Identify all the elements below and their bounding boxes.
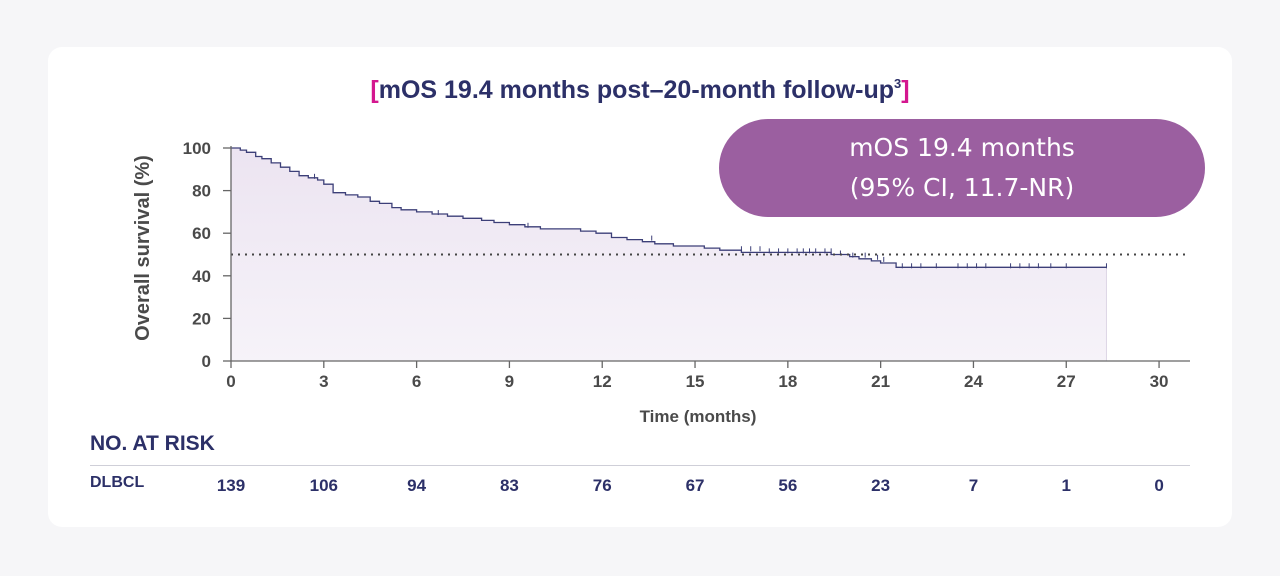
at-risk-value: 56 (778, 476, 798, 495)
at-risk-value: 67 (685, 476, 705, 495)
at-risk-value: 0 (1154, 476, 1164, 495)
y-tick-label: 100 (183, 139, 211, 158)
at-risk-value: 23 (871, 476, 891, 495)
x-tick-label: 15 (686, 372, 705, 391)
at-risk-value: 106 (309, 476, 338, 495)
y-tick-label: 80 (192, 182, 211, 201)
at-risk-value: 83 (499, 476, 519, 495)
badge-line-2: (95% CI, 11.7-NR) (849, 173, 1075, 202)
at-risk-divider (90, 465, 1190, 466)
x-tick-label: 18 (778, 372, 797, 391)
x-tick-label: 9 (505, 372, 514, 391)
y-tick-label: 0 (202, 352, 211, 371)
x-tick-label: 12 (593, 372, 612, 391)
at-risk-value: 7 (968, 476, 979, 495)
survival-area-fill (231, 148, 1107, 361)
title-open-bracket: [ (370, 76, 379, 104)
x-tick-label: 6 (412, 372, 421, 391)
at-risk-value: 139 (216, 476, 246, 495)
at-risk-heading: NO. AT RISK (90, 432, 215, 455)
at-risk-value: 94 (407, 476, 427, 495)
median-os-badge: mOS 19.4 months (95% CI, 11.7-NR) (719, 119, 1205, 217)
title-close-bracket: ] (901, 76, 910, 104)
y-axis-label: Overall survival (%) (132, 155, 154, 341)
x-tick-label: 30 (1150, 372, 1169, 391)
x-tick-label: 24 (964, 372, 983, 391)
title-footnote: 3 (894, 76, 902, 91)
title-text: mOS 19.4 months post–20-month follow-up (378, 76, 895, 104)
x-axis-label: Time (months) (640, 407, 757, 426)
at-risk-row-label: DLBCL (90, 474, 145, 491)
x-tick-label: 21 (871, 372, 890, 391)
chart-title: [mOS 19.4 months post–20-month follow-up… (0, 68, 1280, 106)
y-tick-label: 60 (192, 224, 211, 243)
x-tick-label: 27 (1057, 372, 1076, 391)
survival-curve (231, 147, 1107, 268)
at-risk-value: 76 (592, 476, 612, 495)
x-tick-label: 3 (319, 372, 328, 391)
y-tick-label: 20 (192, 309, 211, 328)
x-tick-label: 0 (226, 372, 235, 391)
at-risk-value: 1 (1061, 476, 1071, 495)
badge-line-1: mOS 19.4 months (849, 133, 1075, 162)
y-tick-label: 40 (192, 267, 211, 286)
